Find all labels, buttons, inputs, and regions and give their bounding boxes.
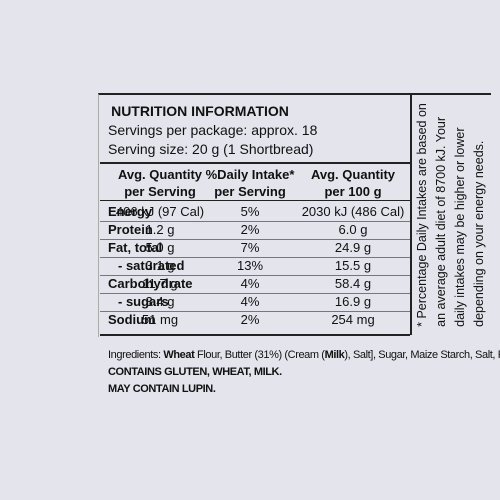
cell: 11.7 g	[142, 276, 178, 291]
column-header: Avg. Quantity	[310, 167, 396, 182]
ingredient-text: Flour, Butter (31%) (Cream (	[194, 349, 325, 361]
ingredient-text: ), Salt], Sugar, Maize Starch, Salt, Pro…	[344, 349, 500, 361]
label-frame	[98, 93, 491, 337]
cell: 3.4 g	[145, 294, 175, 309]
cell: 2%	[240, 222, 260, 237]
rule	[100, 334, 410, 336]
cell: 16.9 g	[334, 294, 372, 309]
row-rule	[100, 257, 410, 258]
cell: 15.5 g	[334, 258, 372, 273]
cell: 2%	[240, 312, 260, 327]
column-header: Avg. Quantity	[117, 167, 203, 182]
row-label: Carbohydrate	[108, 276, 193, 291]
footnote: * Percentage Daily Intakes are based on a…	[413, 103, 489, 327]
cell: 13%	[236, 258, 264, 273]
row-label: Fat, total	[108, 240, 163, 255]
cell: 7%	[240, 240, 260, 255]
footnote-line: depending on your energy needs.	[472, 140, 486, 327]
row-rule	[100, 293, 410, 294]
rule	[100, 162, 410, 164]
cell: 4%	[240, 294, 260, 309]
cell: 1.2 g	[145, 222, 175, 237]
footnote-line: * Percentage Daily Intakes are based on	[415, 103, 429, 327]
cell: 5%	[240, 204, 260, 219]
cell: 5.0 g	[145, 240, 175, 255]
row-label: Protein	[108, 222, 153, 237]
rule	[100, 200, 410, 201]
cell: 51 mg	[141, 312, 179, 327]
footnote-line: an average adult diet of 8700 kJ. Your	[434, 116, 448, 327]
row-label: Energy	[108, 204, 153, 219]
cell: 2030 kJ (486 Cal)	[301, 204, 405, 219]
servings: Servings per package: approx. 18	[108, 122, 318, 138]
cell: 58.4 g	[334, 276, 372, 291]
serving-size: Serving size: 20 g (1 Shortbread)	[108, 141, 314, 157]
row-rule	[100, 221, 410, 222]
allergen-line: CONTAINS GLUTEN, WHEAT, MILK.	[108, 366, 282, 378]
column-header: %Daily Intake*	[205, 167, 295, 182]
allergen-line: MAY CONTAIN LUPIN.	[108, 383, 216, 395]
column-header: per 100 g	[324, 184, 382, 199]
ingredients: Ingredients: Wheat Flour, Butter (31%) (…	[108, 349, 500, 361]
cell: 406 kJ (97 Cal)	[115, 204, 205, 219]
title: NUTRITION INFORMATION	[111, 103, 289, 119]
ingredient-text: Wheat	[163, 349, 195, 361]
row-label: Sodium	[108, 312, 156, 327]
cell: 3.1 g	[145, 258, 175, 273]
ingredient-text: Ingredients:	[108, 349, 164, 361]
column-header: per Serving	[214, 184, 286, 199]
column-header: per Serving	[124, 184, 196, 199]
ingredient-text: Milk	[324, 349, 345, 361]
divider	[410, 93, 412, 335]
row-rule	[100, 275, 410, 276]
row-label: - saturated	[118, 258, 185, 273]
row-rule	[100, 311, 410, 312]
cell: 4%	[240, 276, 260, 291]
cell: 254 mg	[331, 312, 375, 327]
row-label: - sugars	[118, 294, 169, 309]
row-rule	[100, 239, 410, 240]
cell: 6.0 g	[338, 222, 368, 237]
footnote-line: daily intakes may be higher or lower	[453, 127, 467, 327]
cell: 24.9 g	[334, 240, 372, 255]
